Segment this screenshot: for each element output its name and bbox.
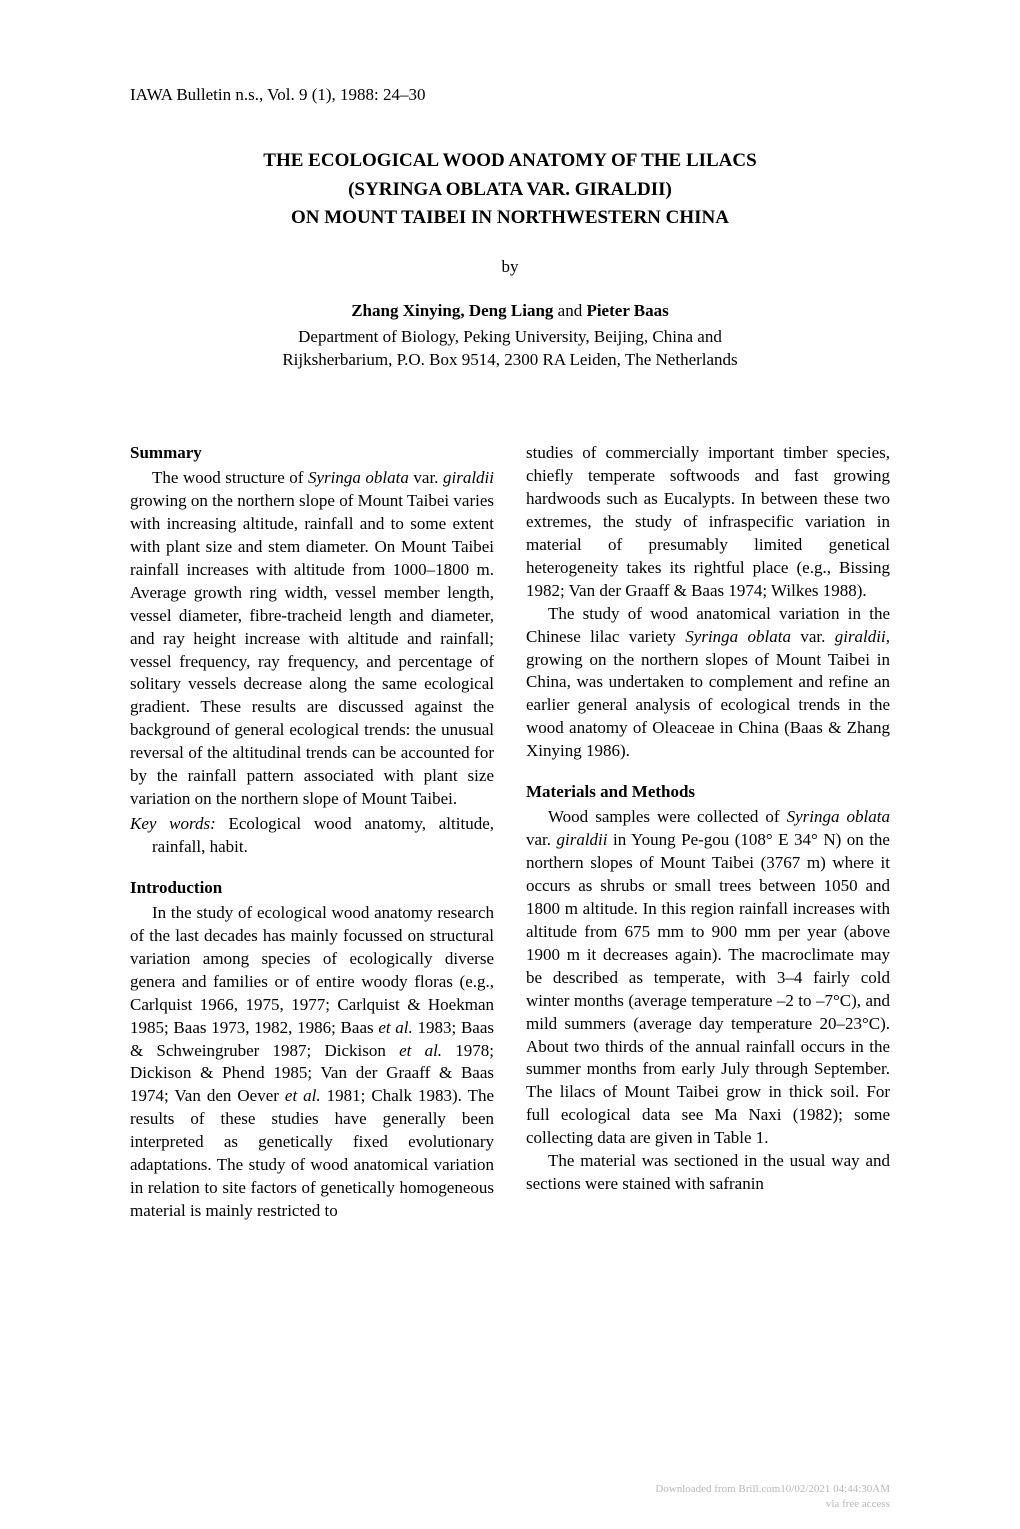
intro-text: In the study of ecological wood anatomy … xyxy=(130,903,494,1037)
summary-text: growing on the northern slope of Mount T… xyxy=(130,491,494,808)
summary-heading: Summary xyxy=(130,442,494,465)
journal-reference: IAWA Bulletin n.s., Vol. 9 (1), 1988: 24… xyxy=(130,85,890,105)
introduction-paragraph: In the study of ecological wood anatomy … xyxy=(130,902,494,1223)
right-column: studies of commercially important timber… xyxy=(526,442,890,1223)
summary-text: The wood structure of xyxy=(152,468,308,487)
author-2: Deng Liang xyxy=(469,301,554,320)
etal-citation: et al. xyxy=(399,1041,442,1060)
cont-text: growing on the northern slopes of Mount … xyxy=(526,650,890,761)
variety-name: giraldii, xyxy=(835,627,890,646)
keywords-label: Key words: xyxy=(130,814,216,833)
mm-text: in Young Pe-gou (108° E 34° N) on the no… xyxy=(526,830,890,1147)
variety-name: giraldii xyxy=(557,830,608,849)
continuation-paragraph-2: The study of wood anatomical variation i… xyxy=(526,603,890,764)
author-and: and xyxy=(558,301,587,320)
article-title: THE ECOLOGICAL WOOD ANATOMY OF THE LILAC… xyxy=(130,147,890,233)
cont-text: var. xyxy=(791,627,835,646)
introduction-heading: Introduction xyxy=(130,877,494,900)
title-line-3: ON MOUNT TAIBEI IN NORTHWESTERN CHINA xyxy=(130,204,890,233)
affiliation-line-2: Rijksherbarium, P.O. Box 9514, 2300 RA L… xyxy=(130,348,890,372)
authors-line: Zhang Xinying, Deng Liang and Pieter Baa… xyxy=(130,301,890,321)
affiliation-line-1: Department of Biology, Peking University… xyxy=(130,325,890,349)
etal-citation: et al. xyxy=(378,1018,412,1037)
left-column: Summary The wood structure of Syringa ob… xyxy=(130,442,494,1223)
author-3: Pieter Baas xyxy=(586,301,668,320)
species-name: Syringa oblata xyxy=(787,807,890,826)
summary-text: var. xyxy=(409,468,443,487)
species-name: Syringa oblata xyxy=(308,468,409,487)
by-label: by xyxy=(130,257,890,277)
materials-methods-heading: Materials and Methods xyxy=(526,781,890,804)
keywords-line: Key words: Ecological wood anatomy, alti… xyxy=(130,813,494,859)
materials-paragraph-1: Wood samples were collected of Syringa o… xyxy=(526,806,890,1150)
footer-line-1: Downloaded from Brill.com10/02/2021 04:4… xyxy=(655,1482,890,1496)
etal-citation: et al. xyxy=(285,1086,321,1105)
materials-paragraph-2: The material was sectioned in the usual … xyxy=(526,1150,890,1196)
mm-text: Wood samples were collected of xyxy=(548,807,787,826)
title-line-2: (SYRINGA OBLATA VAR. GIRALDII) xyxy=(130,176,890,205)
mm-text: var. xyxy=(526,830,557,849)
intro-text: 1981; Chalk 1983). The results of these … xyxy=(130,1086,494,1220)
species-name: Syringa oblata xyxy=(685,627,791,646)
continuation-paragraph-1: studies of commercially important timber… xyxy=(526,442,890,603)
title-line-1: THE ECOLOGICAL WOOD ANATOMY OF THE LILAC… xyxy=(130,147,890,176)
affiliation: Department of Biology, Peking University… xyxy=(130,325,890,373)
download-footer: Downloaded from Brill.com10/02/2021 04:4… xyxy=(655,1482,890,1511)
section-spacer xyxy=(526,763,890,781)
text-columns: Summary The wood structure of Syringa ob… xyxy=(130,442,890,1223)
footer-line-2: via free access xyxy=(655,1497,890,1511)
variety-name: giraldii xyxy=(443,468,494,487)
author-1: Zhang Xinying, xyxy=(351,301,464,320)
summary-paragraph: The wood structure of Syringa oblata var… xyxy=(130,467,494,811)
